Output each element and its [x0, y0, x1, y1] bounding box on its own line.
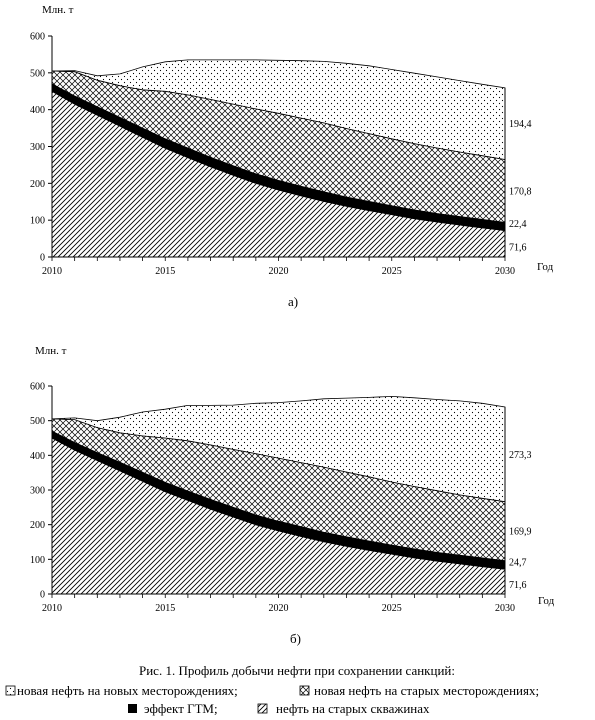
y-tick-label: 200 — [30, 520, 45, 531]
plot-area: 0 100 200 300 400 500 600 2010 2015 2020 2025 2030 1… — [30, 32, 532, 278]
caption-title: Рис. 1. Профиль добычи нефти при сохране… — [139, 663, 455, 678]
y-tick-label: 600 — [30, 32, 45, 43]
chart-panel-b: Млн. т Год 0 100 200 300 400 500 600 2010 2015 20… — [30, 345, 555, 646]
y-tick-label: 100 — [30, 216, 45, 227]
y-tick-label: 300 — [30, 486, 45, 497]
x-axis-label: Год — [538, 595, 555, 607]
legend-label-gtm: эффект ГТМ; — [144, 701, 218, 716]
x-tick-label: 2025 — [382, 603, 402, 614]
y-tick-label: 500 — [30, 68, 45, 79]
chart-panel-a: Млн. т Год 0 100 200 300 400 500 600 2010 2015 20… — [30, 4, 554, 309]
y-tick-label: 100 — [30, 555, 45, 566]
y-tick-label: 0 — [40, 590, 45, 601]
x-axis-label: Год — [537, 261, 554, 273]
x-tick-label: 2010 — [42, 266, 62, 277]
end-value-label: 22,4 — [509, 219, 527, 230]
panel-label: а) — [288, 294, 298, 309]
end-value-label: 71,6 — [509, 242, 527, 253]
x-tick-label: 2030 — [495, 603, 515, 614]
end-value-label: 24,7 — [509, 558, 527, 569]
figure-caption: Рис. 1. Профиль добычи нефти при сохране… — [5, 663, 539, 716]
x-tick-label: 2020 — [269, 266, 289, 277]
x-tick-label: 2030 — [495, 266, 515, 277]
x-tick-label: 2015 — [155, 266, 175, 277]
plot-area: 0 100 200 300 400 500 600 2010 2015 2020 2025 2030 2… — [30, 382, 532, 615]
y-tick-label: 200 — [30, 179, 45, 190]
x-tick-label: 2025 — [382, 266, 402, 277]
y-tick-label: 0 — [40, 253, 45, 264]
legend-label-old-wells: нефть на старых скважинах — [276, 701, 430, 716]
end-value-label: 273,3 — [509, 450, 532, 461]
y-tick-label: 400 — [30, 451, 45, 462]
end-value-label: 194,4 — [509, 119, 532, 130]
end-value-label: 71,6 — [509, 580, 527, 591]
panel-label: б) — [290, 631, 301, 646]
x-tick-label: 2020 — [269, 603, 289, 614]
y-tick-label: 400 — [30, 105, 45, 116]
legend-swatch-new-old-fields — [299, 685, 310, 696]
y-tick-label: 600 — [30, 382, 45, 393]
legend-swatch-gtm — [128, 704, 137, 713]
legend-swatch-old-wells — [257, 703, 268, 714]
y-tick-label: 500 — [30, 416, 45, 427]
y-axis-unit-label: Млн. т — [35, 345, 67, 357]
y-axis-unit-label: Млн. т — [42, 4, 74, 16]
end-value-label: 169,9 — [509, 527, 532, 538]
end-value-label: 170,8 — [509, 186, 532, 197]
legend-label-new-old-fields: новая нефть на старых месторождениях; — [314, 683, 539, 698]
y-tick-label: 300 — [30, 142, 45, 153]
legend-label-new-fields: новая нефть на новых месторождениях; — [17, 683, 238, 698]
x-tick-label: 2015 — [155, 603, 175, 614]
x-tick-label: 2010 — [42, 603, 62, 614]
legend-swatch-new-fields — [5, 685, 16, 696]
